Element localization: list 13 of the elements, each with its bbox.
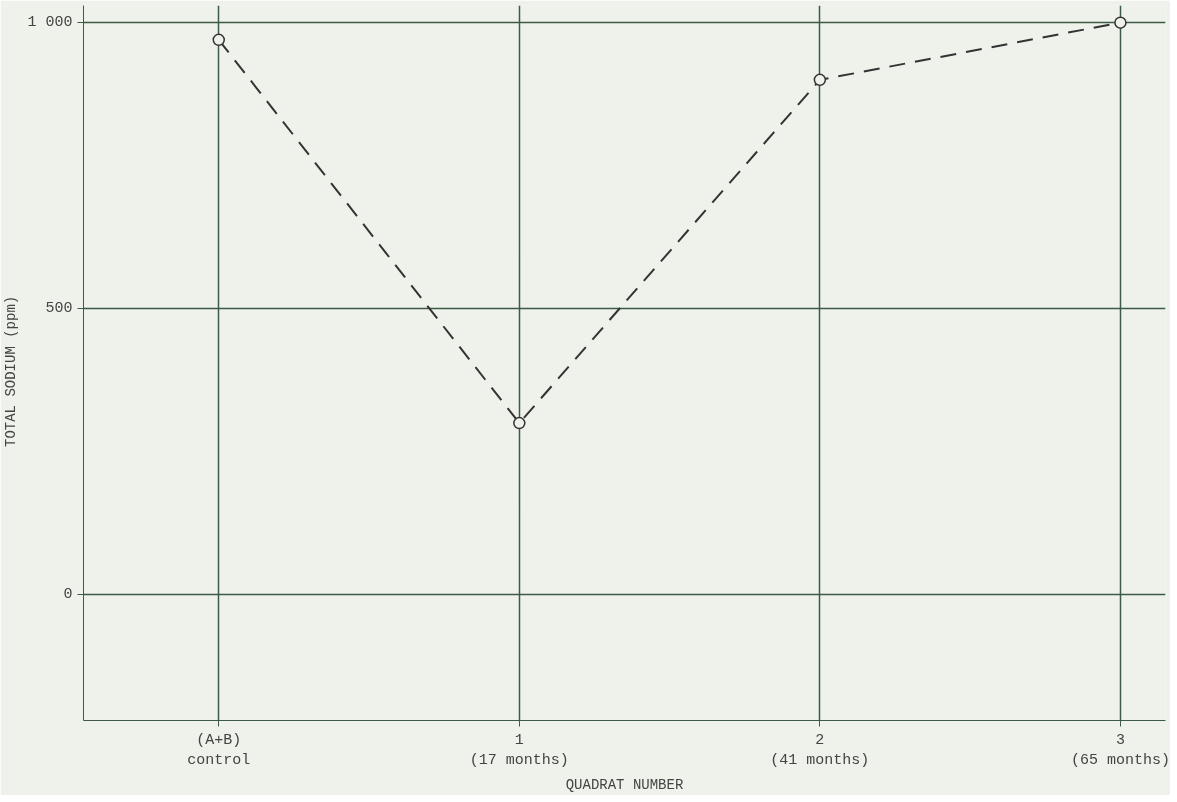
x-tick-label: 1 (17 months): [469, 731, 569, 769]
x-tick-label: 2 (41 months): [770, 731, 870, 769]
point: [813, 73, 827, 87]
point: [212, 33, 225, 47]
x-tick-label: (A+B) control: [187, 731, 251, 769]
y-tick-label: 0: [63, 586, 73, 604]
x-tick-label: 3 (65 months): [1070, 731, 1170, 769]
point: [1114, 16, 1127, 29]
y-tick-label: 1 000: [27, 14, 73, 32]
y-axis-title: TOTAL SODIUM (ppm): [3, 295, 20, 448]
point: [513, 416, 526, 430]
y-tick-label: 500: [45, 300, 73, 318]
x-axis-title: QUADRAT NUMBER: [565, 776, 684, 793]
